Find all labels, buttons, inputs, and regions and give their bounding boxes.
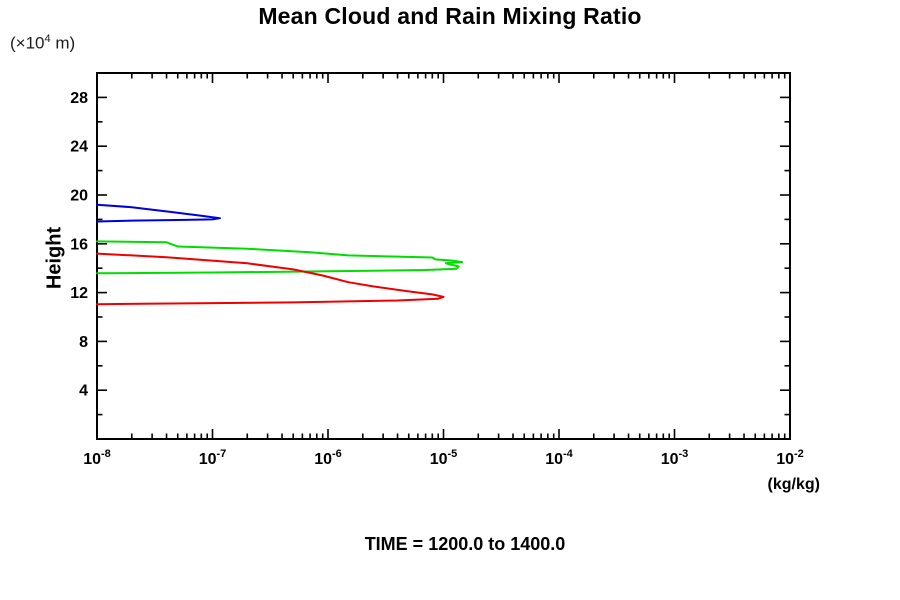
x-axis-tick-labels: 10-8 10-7 10-6 10-5 10-4 10-3 10-2 [83, 448, 804, 468]
axis-ticks [96, 73, 791, 439]
x-axis-tick-label: 10-2 [776, 448, 804, 468]
y-axis-tick-label: 12 [70, 285, 88, 302]
plot-frame [96, 72, 791, 440]
y-axis-tick-label: 8 [79, 334, 88, 351]
chart-title: Mean Cloud and Rain Mixing Ratio [258, 3, 642, 29]
y-axis-tick-labels: 4 8 12 16 20 24 28 [70, 90, 88, 400]
x-axis-tick-label: 10-6 [314, 448, 342, 468]
x-axis-tick-label: 10-3 [661, 448, 689, 468]
y-axis-tick-label: 20 [70, 188, 88, 205]
x-axis-tick-label: 10-8 [83, 448, 111, 468]
y-axis-tick-label: 24 [70, 139, 88, 156]
x-axis-units-label: (kg/kg) [767, 476, 820, 493]
x-axis-tick-label: 10-5 [430, 448, 458, 468]
time-range-label: TIME = 1200.0 to 1400.0 [364, 534, 566, 554]
y-axis-tick-label: 16 [70, 236, 88, 253]
series-line-blue [96, 203, 221, 223]
y-units-prefix: (×10 [10, 33, 45, 53]
axes-frame [96, 72, 791, 440]
series-line-green [96, 240, 464, 275]
x-axis-tick-label: 10-7 [199, 448, 227, 468]
y-axis-units-label: (×104 m) [10, 33, 75, 54]
x-axis-tick-label: 10-4 [545, 448, 573, 468]
y-units-suffix: m) [50, 33, 76, 53]
y-axis-tick-label: 28 [70, 90, 88, 107]
y-axis-tick-label: 4 [79, 383, 88, 400]
y-units-exponent: 4 [44, 33, 51, 45]
series-lines [96, 203, 464, 306]
series-line-red [96, 252, 445, 306]
